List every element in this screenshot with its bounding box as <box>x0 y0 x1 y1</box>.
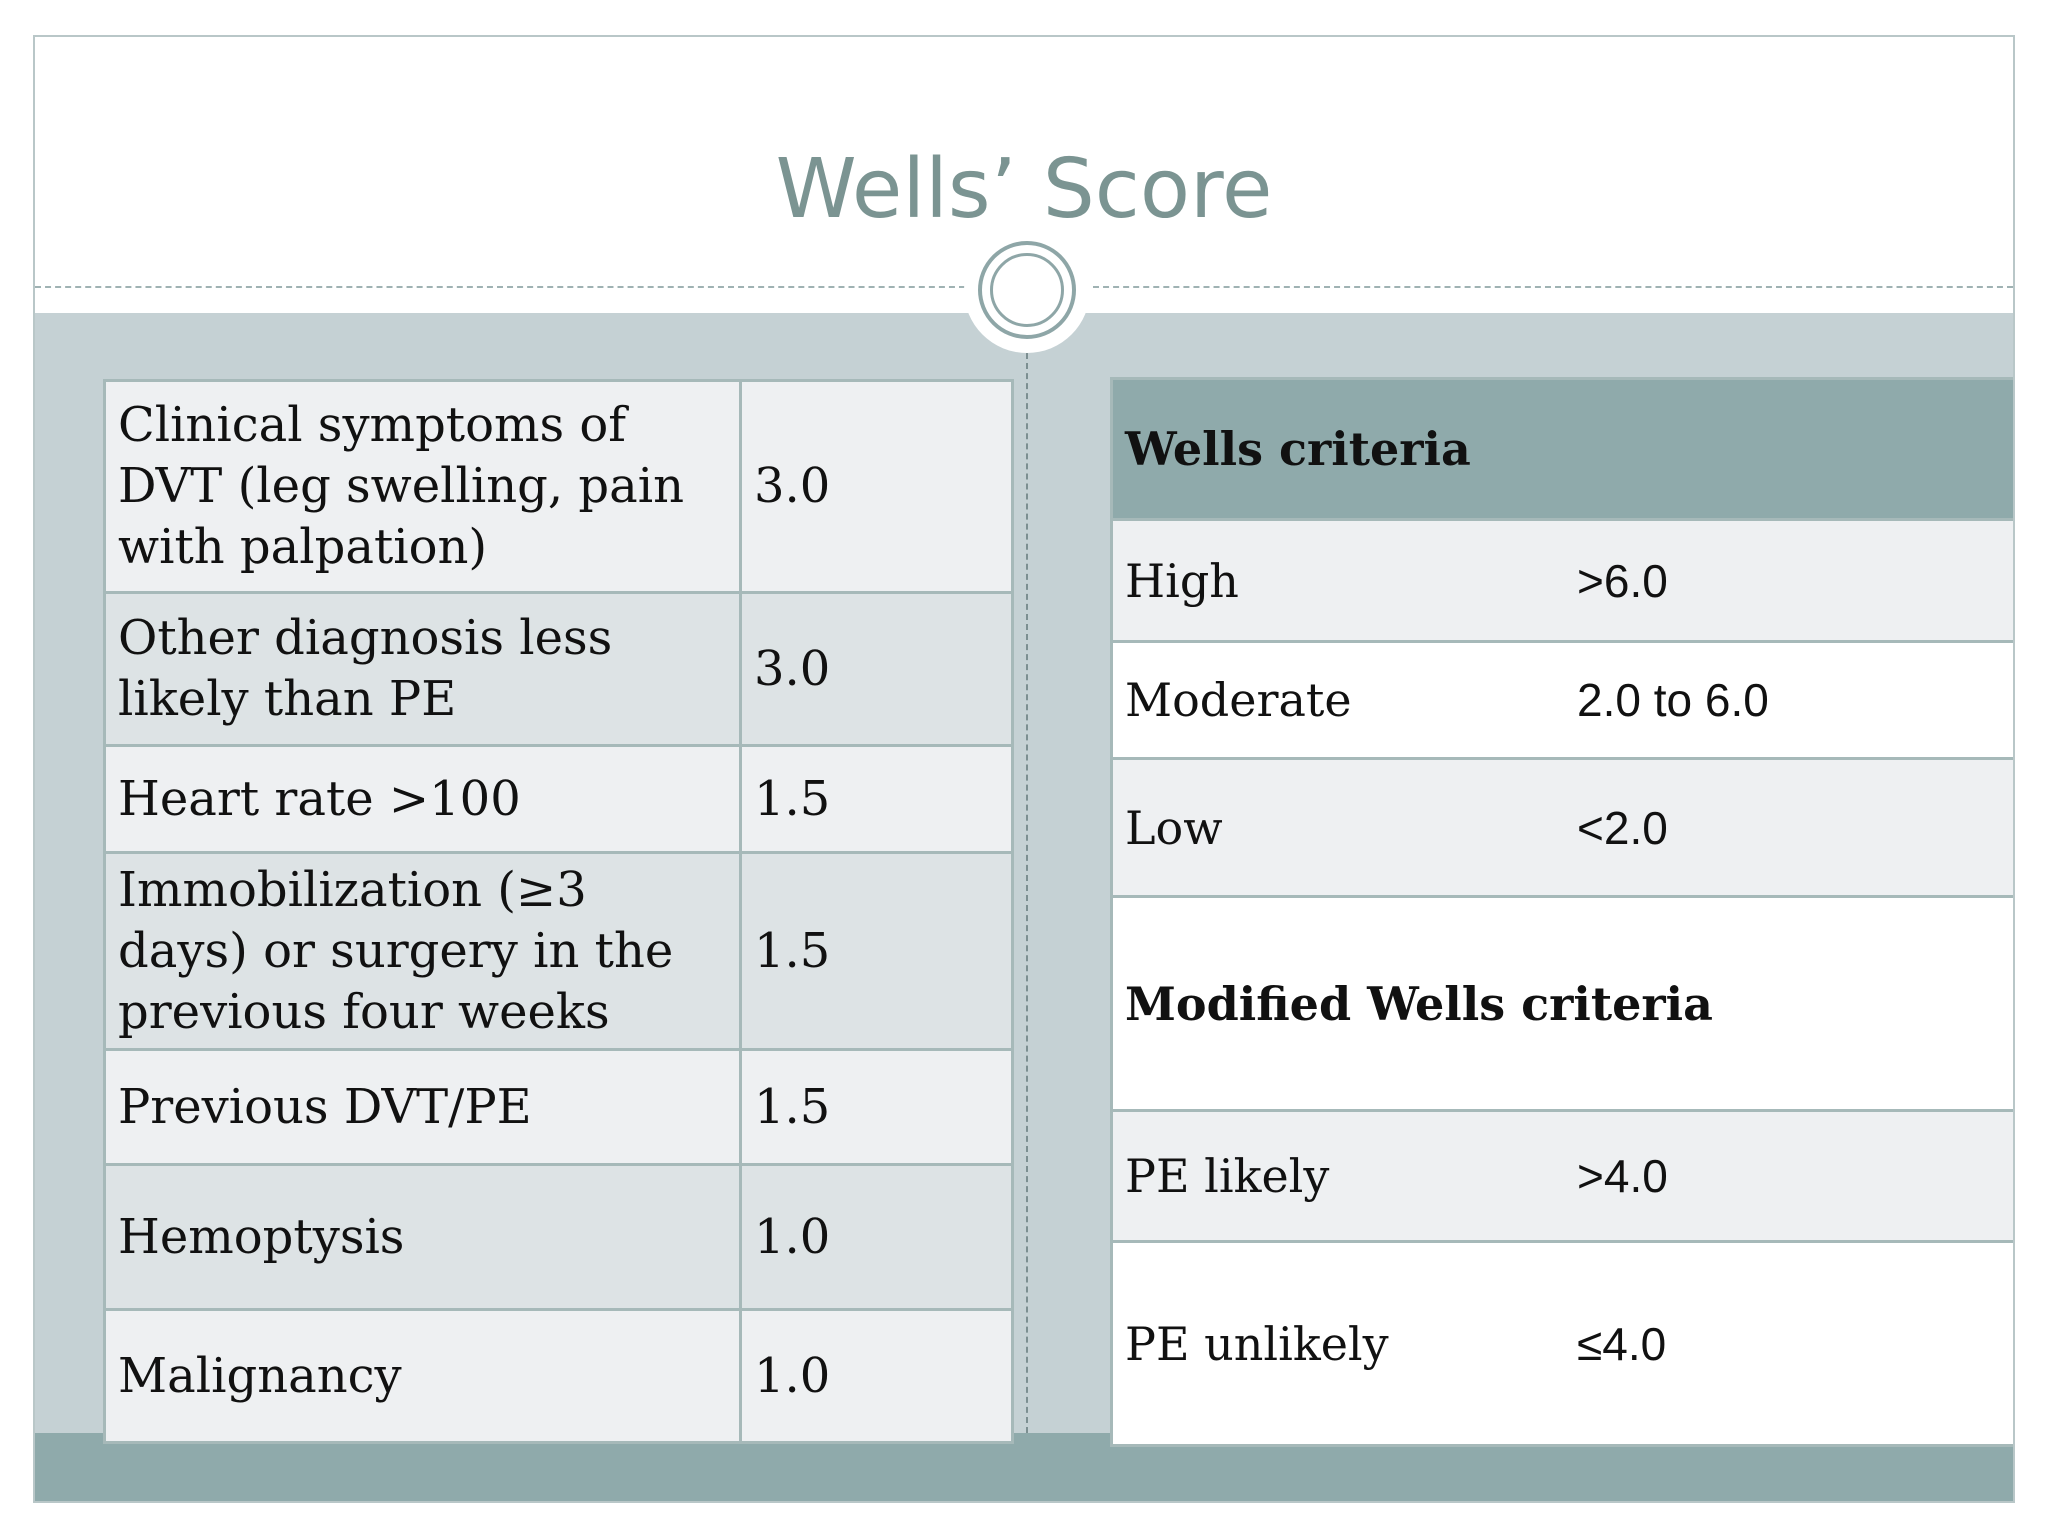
criteria-table: Clinical symptoms of DVT (leg swelling, … <box>103 379 1014 1444</box>
risk-label: High <box>1125 553 1239 608</box>
table-row: Clinical symptoms of DVT (leg swelling, … <box>103 379 1014 594</box>
table-row: Hemoptysis 1.0 <box>103 1163 1014 1311</box>
points-cell: 1.0 <box>739 1308 1014 1444</box>
table-row: Malignancy 1.0 <box>103 1308 1014 1444</box>
slide: Wells’ Score Clinical symptoms of DVT (l… <box>33 35 2015 1503</box>
wells-criteria-title: Wells criteria <box>1125 422 1471 476</box>
interpretation-table: Wells criteria High >6.0 Moderate 2.0 to… <box>1110 377 2013 1447</box>
risk-label: Moderate <box>1125 673 1352 727</box>
table-row: PE likely >4.0 <box>1113 1109 2013 1240</box>
points-cell: 3.0 <box>739 591 1014 747</box>
table-row: Heart rate >100 1.5 <box>103 744 1014 854</box>
slide-title: Wells’ Score <box>775 142 1273 237</box>
table-row: High >6.0 <box>1113 518 2013 640</box>
risk-label: PE unlikely <box>1125 1316 1389 1371</box>
points-cell: 3.0 <box>739 379 1014 594</box>
points-cell: 1.0 <box>739 1163 1014 1311</box>
risk-label: Low <box>1125 800 1223 855</box>
points-cell: 1.5 <box>739 744 1014 854</box>
table-row: Low <2.0 <box>1113 757 2013 895</box>
column-divider <box>1026 353 1028 1433</box>
table-row: Previous DVT/PE 1.5 <box>103 1048 1014 1166</box>
criterion-cell: Previous DVT/PE <box>103 1048 742 1166</box>
circle-ornament-inner <box>990 253 1064 327</box>
risk-label: PE likely <box>1125 1149 1330 1203</box>
wells-criteria-header: Wells criteria <box>1113 380 2013 518</box>
criterion-cell: Hemoptysis <box>103 1163 742 1311</box>
table-row: PE unlikely ≤4.0 <box>1113 1240 2013 1444</box>
risk-range: 2.0 to 6.0 <box>1577 674 1769 726</box>
criterion-cell: Clinical symptoms of DVT (leg swelling, … <box>103 379 742 594</box>
modified-wells-header: Modified Wells criteria <box>1113 895 2013 1109</box>
table-row: Immobilization (≥3 days) or surgery in t… <box>103 851 1014 1051</box>
risk-range: <2.0 <box>1577 801 1668 854</box>
criterion-cell: Heart rate >100 <box>103 744 742 854</box>
risk-range: ≤4.0 <box>1577 1317 1667 1370</box>
table-row: Other diagnosis less likely than PE 3.0 <box>103 591 1014 747</box>
criterion-cell: Other diagnosis less likely than PE <box>103 591 742 747</box>
title-divider-right <box>1093 286 2013 288</box>
points-cell: 1.5 <box>739 1048 1014 1166</box>
risk-range: >4.0 <box>1577 1150 1668 1202</box>
risk-range: >6.0 <box>1577 554 1668 607</box>
points-cell: 1.5 <box>739 851 1014 1051</box>
table-row: Moderate 2.0 to 6.0 <box>1113 640 2013 757</box>
circle-ornament-icon <box>978 241 1076 339</box>
criterion-cell: Malignancy <box>103 1308 742 1444</box>
title-divider-left <box>35 286 965 288</box>
modified-wells-title: Modified Wells criteria <box>1125 976 1713 1031</box>
criterion-cell: Immobilization (≥3 days) or surgery in t… <box>103 851 742 1051</box>
